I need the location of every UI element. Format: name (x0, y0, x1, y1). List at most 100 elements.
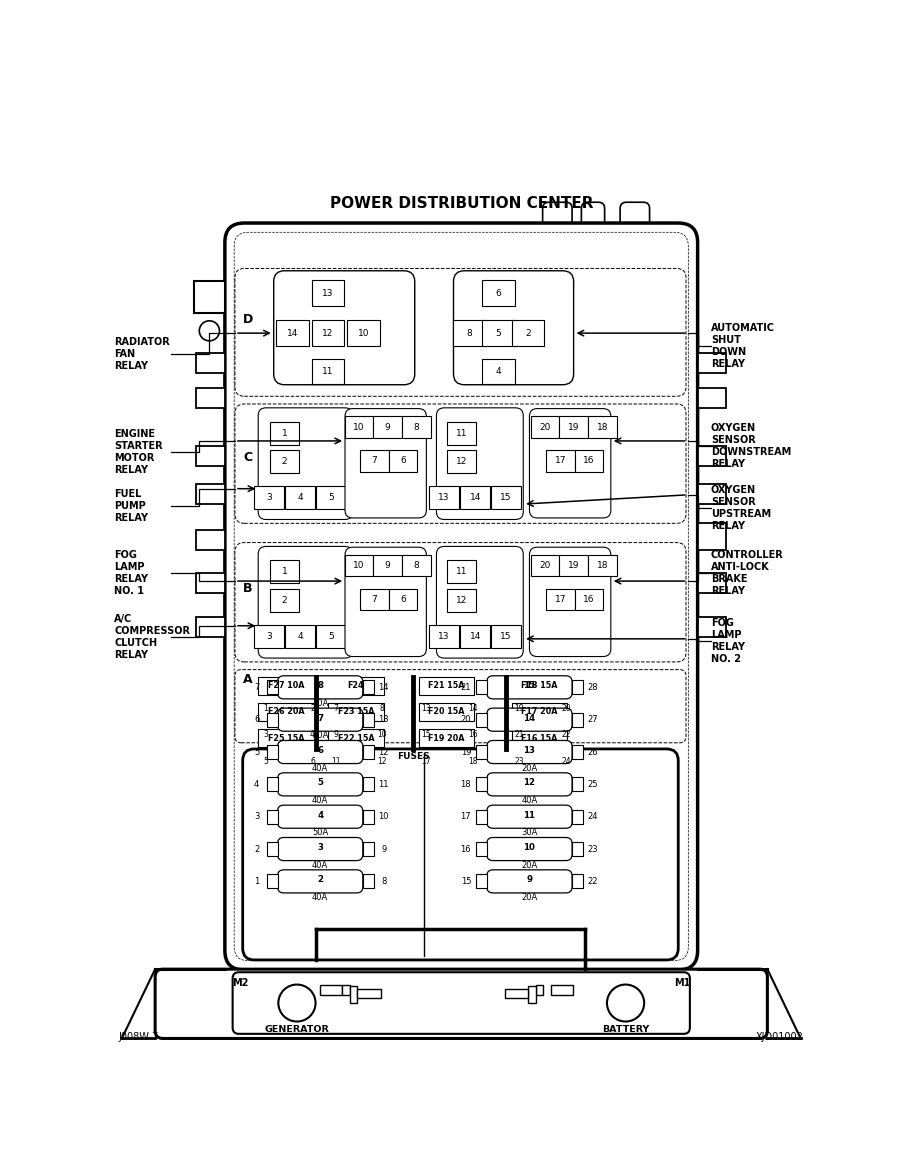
Text: 15: 15 (500, 493, 512, 503)
Bar (575, 588, 604, 611)
FancyBboxPatch shape (581, 203, 605, 227)
Bar (505, 989, 528, 999)
Bar (328, 676, 383, 695)
Bar (491, 486, 521, 510)
Text: 4: 4 (317, 811, 323, 819)
Bar (266, 810, 277, 824)
Text: 19: 19 (568, 423, 580, 431)
Bar (572, 874, 583, 888)
Text: 12: 12 (322, 328, 334, 338)
Bar (270, 560, 300, 584)
Text: 21: 21 (461, 683, 472, 691)
Text: 6: 6 (496, 288, 501, 298)
Bar (276, 320, 309, 346)
Text: F19 20A: F19 20A (428, 734, 464, 743)
Text: 4: 4 (254, 779, 259, 789)
Bar (258, 703, 314, 721)
Bar (311, 320, 344, 346)
Bar (476, 713, 487, 727)
FancyBboxPatch shape (155, 969, 768, 1038)
Bar (511, 703, 567, 721)
Text: AUTOMATIC
SHUT
DOWN
RELAY: AUTOMATIC SHUT DOWN RELAY (711, 323, 775, 369)
Text: 5: 5 (264, 757, 268, 765)
Text: 5: 5 (318, 778, 323, 788)
Bar (194, 281, 225, 313)
Bar (266, 745, 277, 759)
Text: 7: 7 (372, 595, 377, 604)
Bar (374, 416, 402, 438)
FancyBboxPatch shape (345, 409, 427, 518)
Bar (698, 353, 726, 373)
Bar (572, 745, 583, 759)
Text: A/C
COMPRESSOR
CLUTCH
RELAY: A/C COMPRESSOR CLUTCH RELAY (114, 613, 190, 660)
Text: 5: 5 (254, 748, 259, 756)
Text: F20 15A: F20 15A (428, 708, 464, 716)
Bar (491, 625, 521, 648)
FancyBboxPatch shape (487, 676, 572, 699)
Bar (342, 984, 349, 995)
Text: 10: 10 (358, 328, 369, 338)
Bar (389, 450, 418, 472)
Text: GENERATOR: GENERATOR (265, 1024, 329, 1034)
FancyBboxPatch shape (277, 805, 363, 829)
Text: 10: 10 (377, 730, 387, 740)
Text: 19: 19 (568, 561, 580, 571)
Text: 11: 11 (322, 367, 334, 376)
Text: D: D (243, 313, 253, 326)
FancyBboxPatch shape (487, 805, 572, 829)
Text: 12: 12 (379, 748, 389, 756)
Text: 15: 15 (524, 681, 536, 690)
Text: M2: M2 (232, 977, 248, 988)
Bar (698, 616, 726, 636)
Text: 3: 3 (264, 730, 268, 740)
Bar (363, 681, 374, 694)
Text: 16: 16 (461, 845, 472, 853)
Bar (255, 625, 284, 648)
Bar (285, 625, 315, 648)
Bar (258, 729, 314, 748)
Text: 6: 6 (310, 757, 315, 765)
Text: 24: 24 (561, 757, 571, 765)
Bar (402, 416, 430, 438)
Text: 22: 22 (561, 730, 571, 740)
Text: 15: 15 (421, 730, 431, 740)
Text: 14: 14 (470, 632, 481, 641)
Text: 7: 7 (333, 704, 338, 714)
Text: 28: 28 (588, 683, 598, 691)
Text: 19: 19 (461, 748, 472, 756)
Bar (698, 484, 726, 504)
Text: FUSES: FUSES (397, 752, 429, 761)
Bar (588, 554, 617, 577)
FancyBboxPatch shape (258, 408, 353, 519)
Text: 18: 18 (597, 561, 608, 571)
Bar (196, 573, 225, 593)
Text: 20: 20 (539, 423, 551, 431)
Bar (196, 353, 225, 373)
Text: 5: 5 (328, 632, 334, 641)
FancyBboxPatch shape (225, 223, 698, 970)
Bar (311, 359, 344, 384)
Bar (482, 280, 515, 306)
Text: 30A: 30A (521, 829, 537, 837)
Text: 9: 9 (381, 845, 386, 853)
Text: BATTERY: BATTERY (602, 1024, 649, 1034)
Text: 1: 1 (282, 429, 287, 437)
Text: B: B (243, 582, 253, 595)
Text: 40A: 40A (312, 860, 328, 870)
Text: 12: 12 (455, 457, 467, 466)
Text: F22 15A: F22 15A (338, 734, 374, 743)
FancyBboxPatch shape (232, 973, 690, 1034)
Bar (418, 703, 474, 721)
Text: 40A: 40A (312, 893, 328, 902)
Text: RADIATOR
FAN
RELAY: RADIATOR FAN RELAY (114, 336, 170, 370)
Text: 14: 14 (470, 493, 481, 503)
Text: 6: 6 (400, 595, 406, 604)
Text: 11: 11 (331, 757, 340, 765)
Bar (270, 422, 300, 445)
Bar (482, 320, 515, 346)
Bar (698, 523, 726, 551)
Text: 17: 17 (554, 456, 566, 465)
Bar (698, 388, 726, 408)
Text: 6: 6 (254, 715, 259, 724)
Text: ENGINE
STARTER
MOTOR
RELAY: ENGINE STARTER MOTOR RELAY (114, 429, 163, 475)
